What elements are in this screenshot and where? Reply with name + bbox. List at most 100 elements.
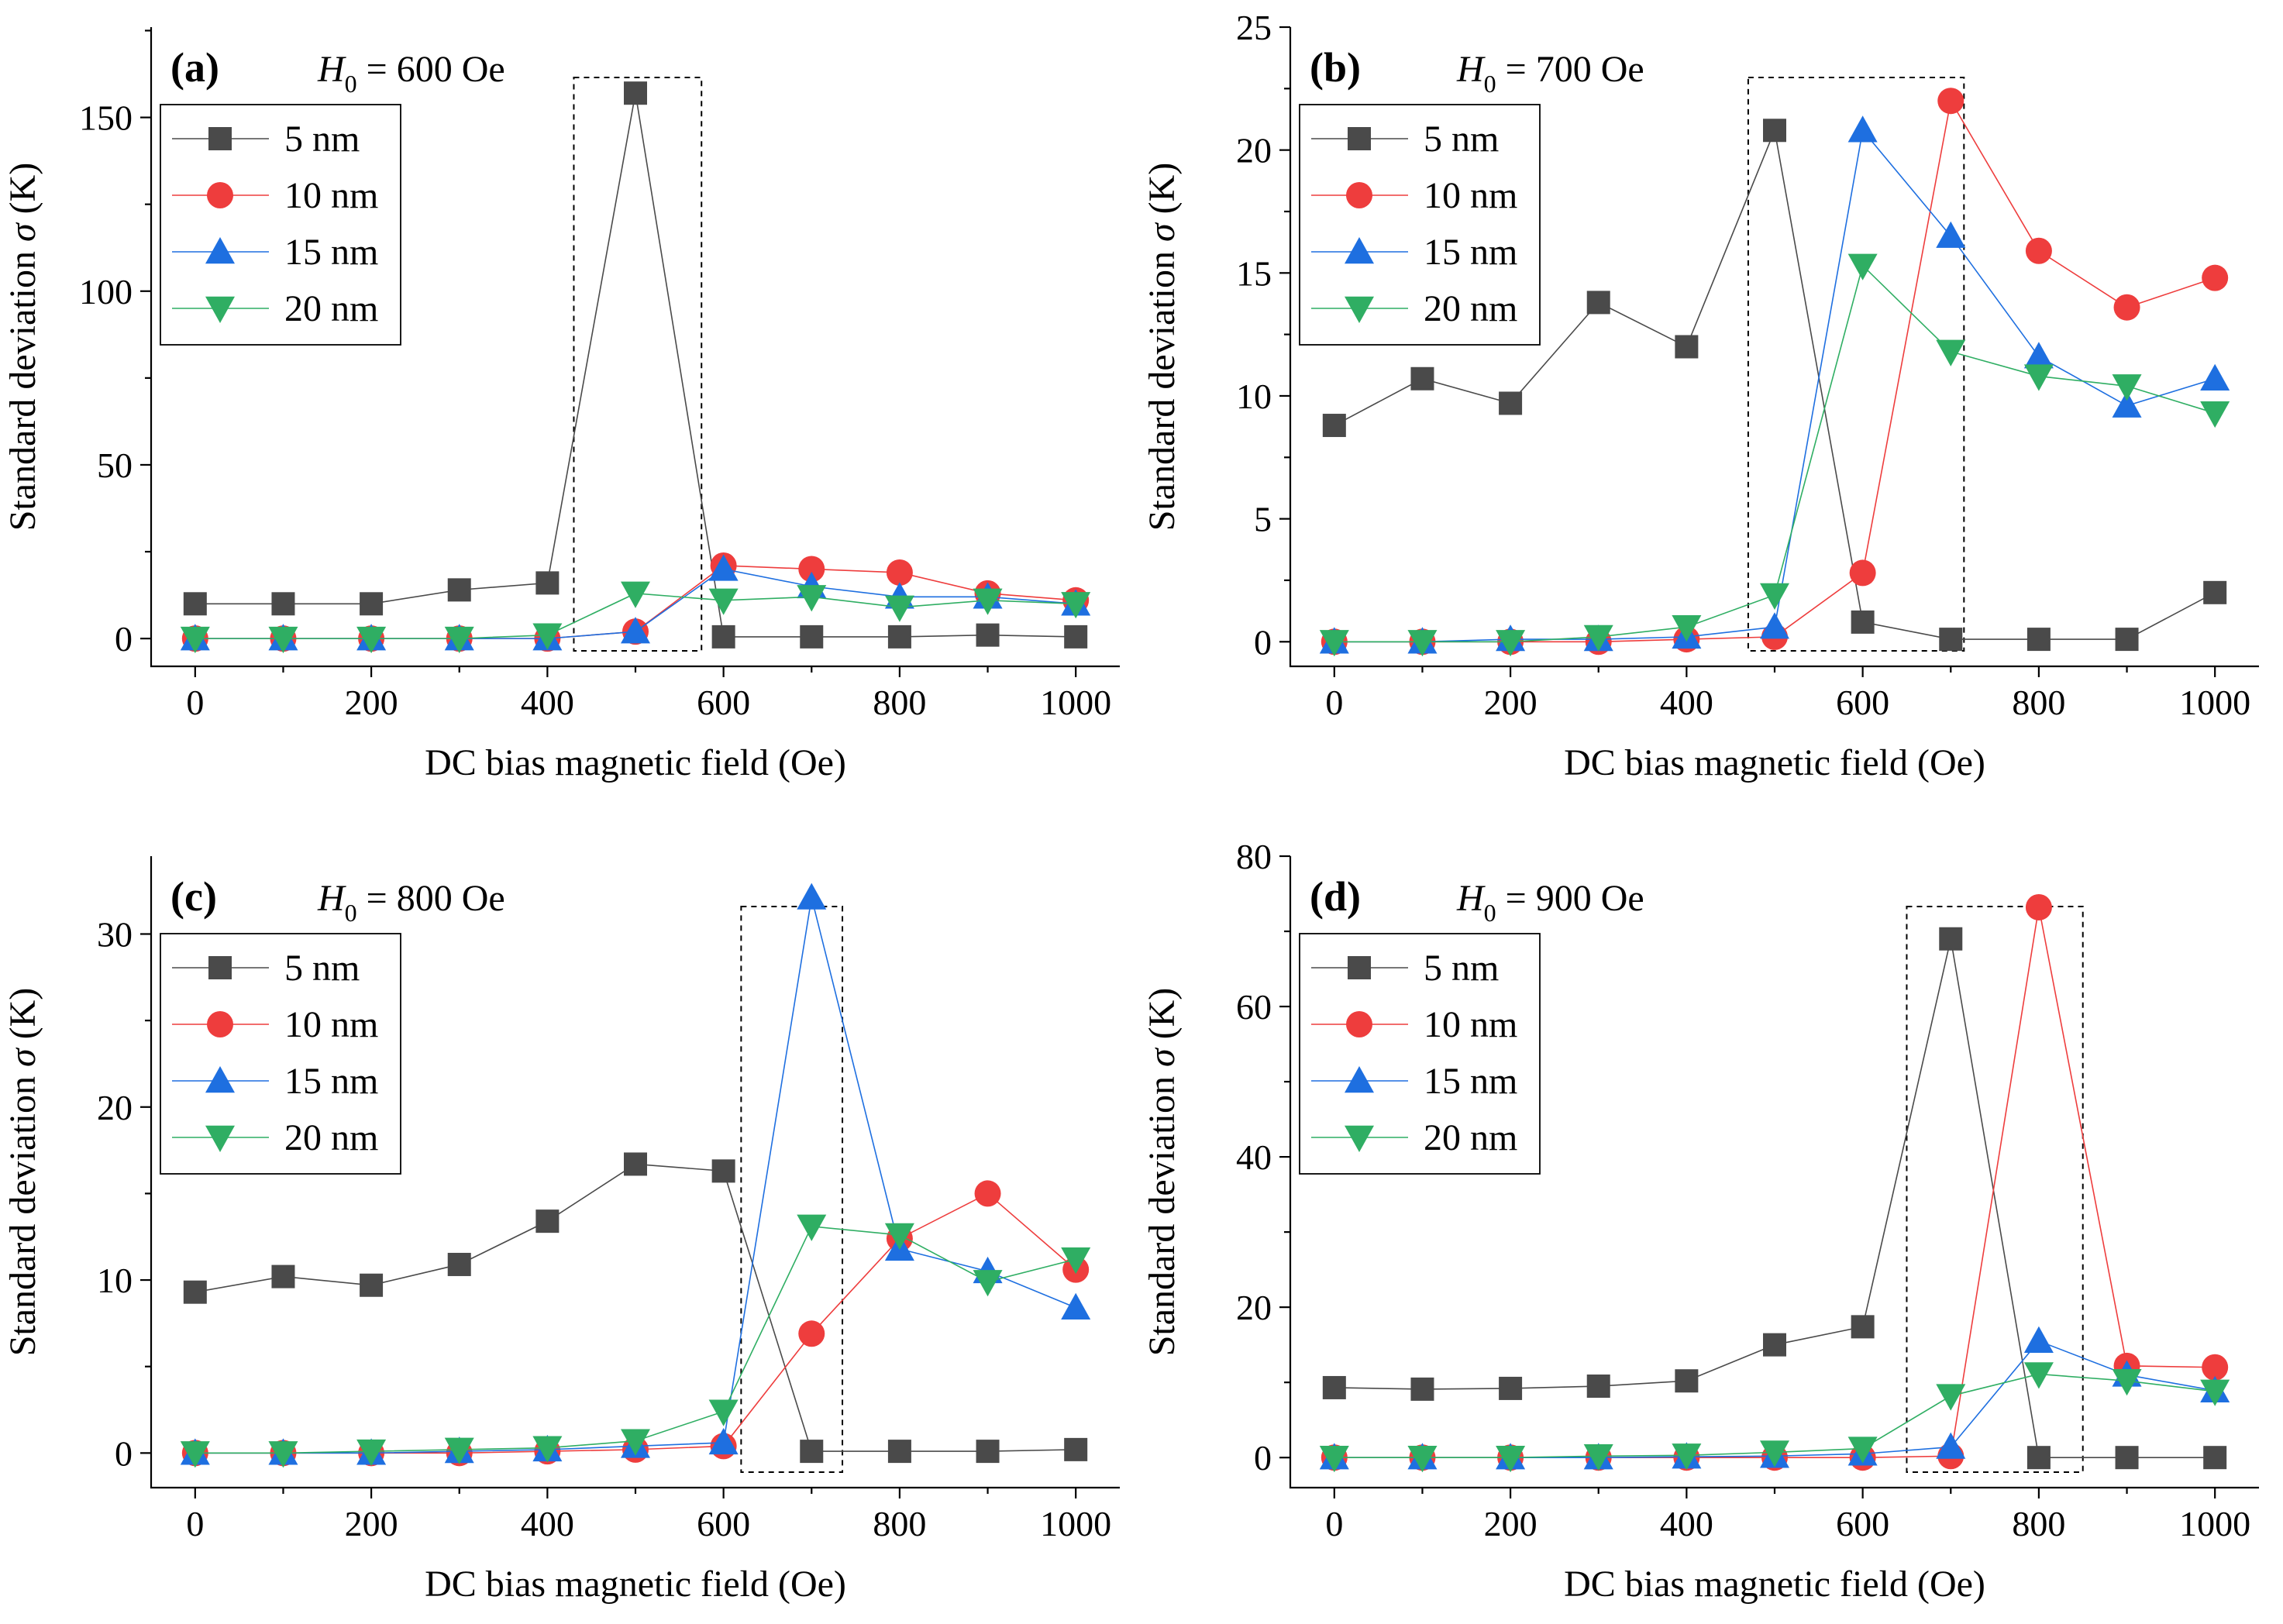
x-tick-label: 200 [345,683,398,722]
data-point-10nm [1849,559,1876,587]
x-tick-label: 1000 [2179,683,2250,722]
data-point-10nm [886,559,913,586]
data-point-5nm [2115,1446,2139,1470]
x-tick-label: 800 [873,1504,926,1543]
x-tick-label: 0 [186,1504,204,1543]
data-point-15nm [1760,612,1789,639]
data-point-5nm [535,1209,560,1233]
x-tick-label: 400 [1660,1504,1713,1543]
series-line-10nm [195,1192,1076,1454]
highlight-box [1906,906,2084,1473]
data-point-20nm [1583,1444,1613,1471]
legend-label: 10 nm [284,1004,378,1045]
data-point-20nm [797,1214,827,1241]
x-tick-label: 800 [873,683,926,722]
y-tick-label: 150 [79,98,133,138]
legend-marker [205,1066,235,1093]
data-point-5nm [1410,366,1434,391]
x-axis-title: DC bias magnetic field (Oe) [425,1564,846,1605]
y-tick-label: 0 [115,619,133,659]
y-tick-label: 80 [1236,837,1272,876]
x-tick-label: 600 [697,1504,750,1543]
legend-marker [1348,127,1371,150]
legend-label: 15 nm [284,1061,378,1102]
data-point-20nm [2023,364,2054,391]
data-point-5nm [2115,628,2139,652]
data-point-15nm [708,554,739,581]
x-tick-label: 600 [1836,683,1889,722]
data-point-20nm [2112,1369,2142,1396]
data-point-10nm [798,556,825,583]
data-point-5nm [1064,624,1088,649]
data-point-20nm [1319,630,1349,657]
y-tick-label: 20 [1236,131,1272,170]
data-point-20nm [1061,592,1091,619]
y-tick-label: 0 [1254,1438,1272,1478]
x-axis-title: DC bias magnetic field (Oe) [1564,1564,1985,1605]
x-tick-label: 400 [1660,683,1713,722]
panel-label: (a) [170,44,219,91]
legend-label: 5 nm [1424,948,1499,989]
legend-marker [205,237,235,264]
y-tick-label: 40 [1236,1137,1272,1177]
legend-label: 10 nm [1424,175,1517,216]
panel-label: (c) [170,873,217,920]
legend-label: 15 nm [284,232,378,273]
highlight-box [740,906,844,1473]
x-tick-label: 0 [1325,683,1343,722]
x-tick-label: 800 [2012,683,2065,722]
data-point-5nm [624,81,647,105]
x-tick-label: 0 [186,683,204,722]
data-point-5nm [1675,1369,1699,1393]
data-point-5nm [2203,1446,2227,1470]
data-point-20nm [1760,1440,1789,1467]
data-point-20nm [1672,615,1702,642]
x-tick-label: 1000 [1040,683,1111,722]
y-tick-label: 20 [97,1088,133,1127]
legend [1299,104,1541,346]
data-point-5nm [360,592,384,616]
data-point-15nm [1936,221,1966,248]
data-point-20nm [532,1436,563,1463]
legend-label: 15 nm [1424,1061,1517,1102]
data-point-20nm [180,1441,210,1468]
legend-marker [1345,296,1374,323]
legend-marker [207,182,233,208]
highlight-box [1747,77,1965,652]
data-point-20nm [1936,1384,1966,1411]
y-tick-label: 30 [97,914,133,954]
data-point-20nm [621,581,650,608]
y-axis-title: Standard deviation σ (K) [1142,163,1183,532]
data-point-5nm [271,1264,295,1289]
data-point-15nm [1061,1292,1091,1320]
x-tick-label: 800 [2012,1504,2065,1543]
data-point-5nm [1939,927,1963,951]
legend-label: 20 nm [1424,1117,1517,1158]
x-tick-label: 200 [1484,683,1537,722]
data-point-15nm [1936,1432,1966,1459]
y-tick-label: 20 [1236,1288,1272,1327]
legend-marker [1346,182,1372,208]
data-point-5nm [800,1440,824,1464]
data-point-5nm [183,592,207,616]
panel-b: 0 200 400 600 800 1000 0 5 10 15 20 25 DC bias magne… [1142,8,2259,783]
data-point-5nm [1675,335,1699,359]
data-point-20nm [356,626,387,654]
data-point-5nm [447,1252,471,1276]
data-point-20nm [1672,1443,1702,1471]
data-point-5nm [535,571,560,595]
legend-label: 20 nm [284,1117,378,1158]
legend-marker [1348,956,1371,979]
axes-frame [150,27,1120,668]
data-point-15nm [2023,1326,2054,1354]
y-axis-title: Standard deviation σ (K) [1142,988,1183,1357]
legend-marker [1345,1125,1374,1152]
y-tick-label: 5 [1254,500,1272,539]
data-point-5nm [271,592,295,616]
x-tick-label: 1000 [2179,1504,2250,1543]
x-tick-label: 400 [521,1504,574,1543]
data-point-20nm [884,1223,914,1250]
data-point-5nm [711,624,735,649]
data-point-5nm [1499,391,1523,415]
data-point-20nm [1847,253,1878,280]
